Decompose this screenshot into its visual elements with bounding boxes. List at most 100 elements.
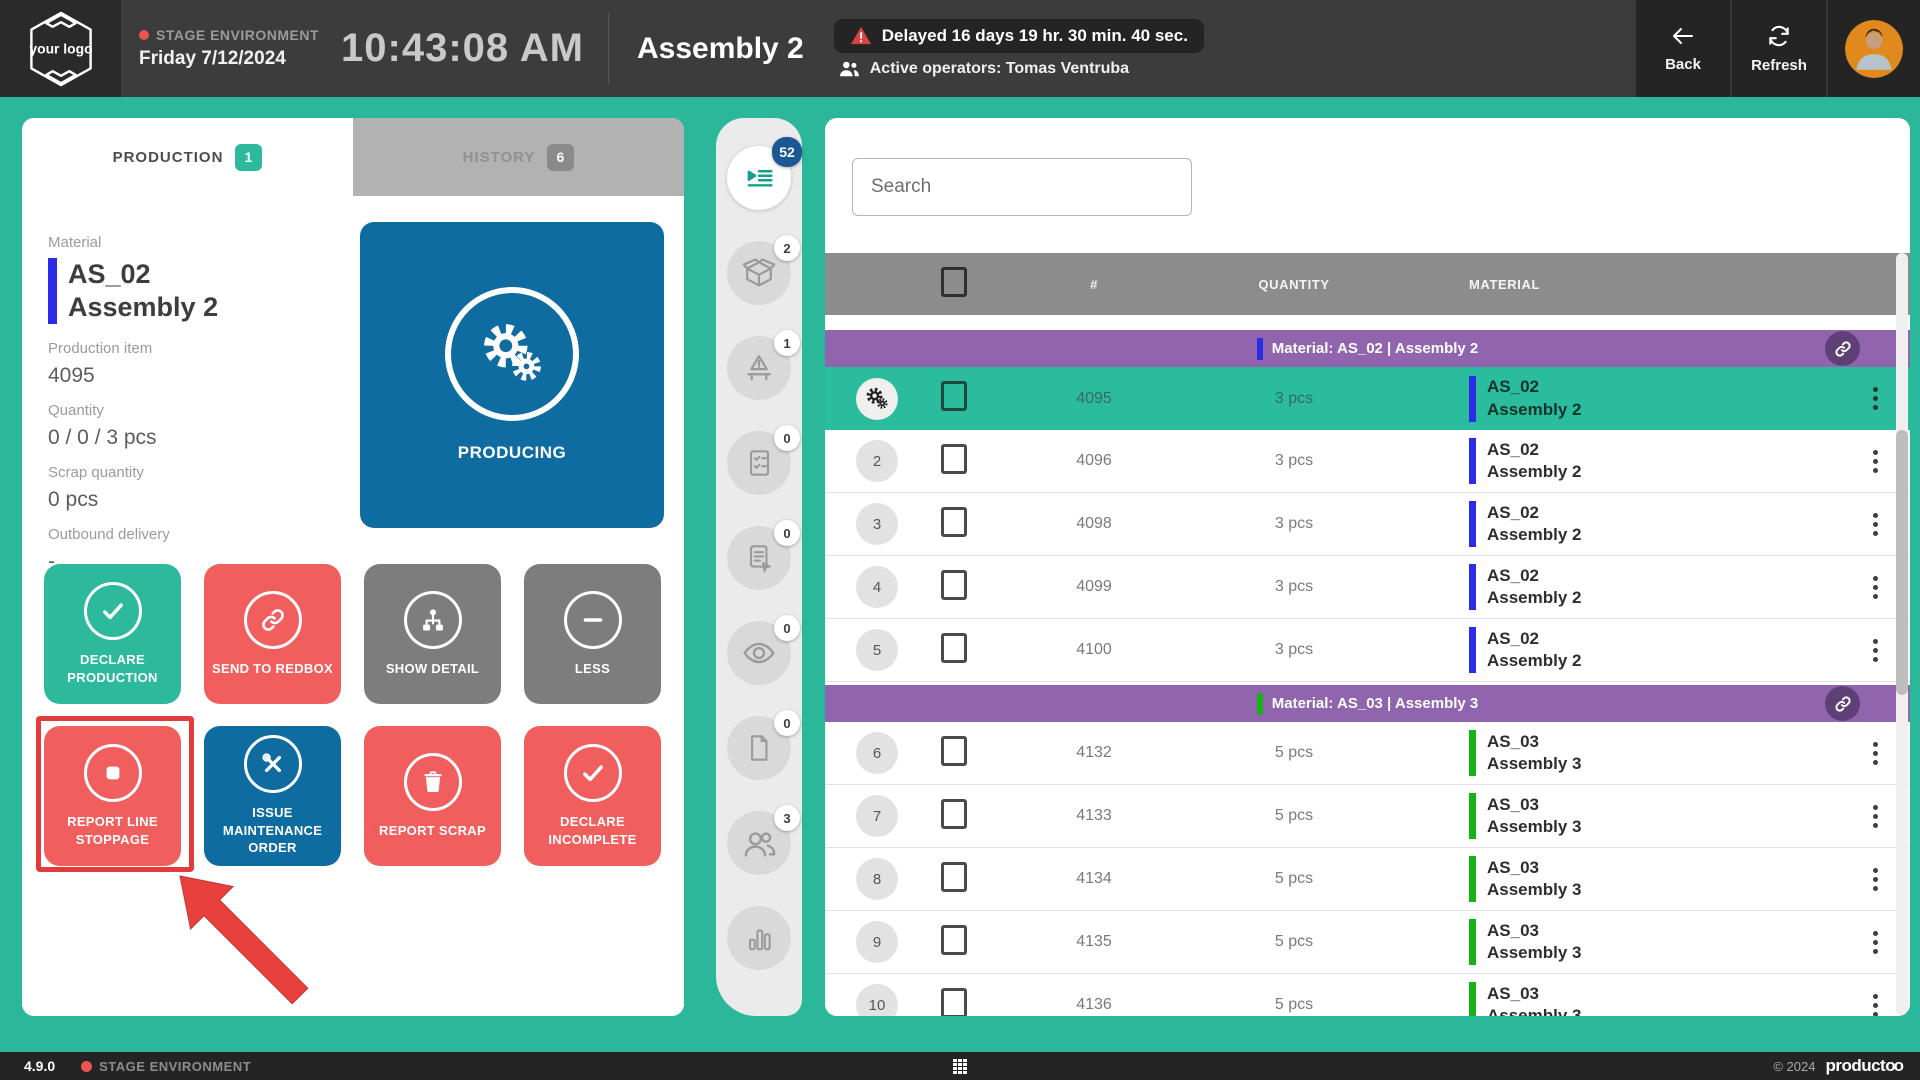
row-checkbox[interactable]: [941, 632, 967, 663]
rail-item-eye[interactable]: 0: [727, 615, 800, 685]
row-order-number: 4135: [1076, 933, 1112, 950]
checklist-icon: [742, 446, 776, 480]
orders-table-panel: # QUANTITY MATERIAL Material: AS_02 | As…: [825, 118, 1910, 1016]
row-menu-button[interactable]: [1840, 993, 1910, 1016]
row-checkbox[interactable]: [941, 798, 967, 829]
scrap-value: 0 pcs: [48, 487, 99, 511]
row-material: AS_02 Assembly 2: [1487, 628, 1582, 670]
action-button-label: DECLARE PRODUCTION: [67, 651, 158, 685]
row-order-number: 4134: [1076, 870, 1112, 887]
group-link-button[interactable]: [1825, 686, 1860, 721]
row-menu-button[interactable]: [1840, 867, 1910, 891]
action-button-label: SEND TO REDBOX: [212, 660, 333, 676]
row-menu-button[interactable]: [1840, 930, 1910, 954]
app-header: your logo STAGE ENVIRONMENT Friday 7/12/…: [0, 0, 1920, 97]
rail-badge: 0: [774, 710, 800, 736]
rail-item-stats[interactable]: [727, 906, 791, 970]
sitemap-icon: [403, 590, 462, 649]
tab-history[interactable]: HISTORY 6: [353, 118, 684, 196]
action-button-send-to-redbox[interactable]: SEND TO REDBOX: [204, 564, 341, 704]
row-order-number: 4096: [1076, 452, 1112, 469]
check-icon: [83, 581, 142, 640]
tab-history-label: HISTORY: [462, 148, 536, 166]
row-material-bar: [1469, 501, 1476, 547]
row-menu-button[interactable]: [1840, 512, 1910, 536]
table-row-4098[interactable]: 3 4098 3 pcs AS_02 Assembly 2: [825, 493, 1910, 556]
select-all-checkbox[interactable]: [941, 266, 967, 297]
row-checkbox[interactable]: [941, 987, 967, 1016]
rail-item-people[interactable]: 3: [727, 805, 800, 875]
back-button[interactable]: Back: [1634, 0, 1730, 97]
queue-icon: [741, 160, 777, 196]
table-row-4099[interactable]: 4 4099 3 pcs AS_02 Assembly 2: [825, 556, 1910, 619]
row-order-number: 4100: [1076, 641, 1112, 658]
rail-item-line-issue[interactable]: 1: [727, 330, 800, 400]
action-button-declare-incomplete[interactable]: DECLARE INCOMPLETE: [524, 726, 661, 866]
action-button-declare-production[interactable]: DECLARE PRODUCTION: [44, 564, 181, 704]
table-row-4134[interactable]: 8 4134 5 pcs AS_03 Assembly 3: [825, 848, 1910, 911]
row-checkbox[interactable]: [941, 861, 967, 892]
action-button-report-line-stoppage[interactable]: REPORT LINE STOPPAGE: [44, 726, 181, 866]
search-input[interactable]: [852, 158, 1192, 216]
action-button-less[interactable]: LESS: [524, 564, 661, 704]
trash-icon: [403, 752, 462, 811]
tab-history-badge: 6: [547, 143, 575, 171]
table-row-4095[interactable]: 4095 3 pcs AS_02 Assembly 2: [825, 367, 1910, 430]
row-material: AS_03 Assembly 3: [1487, 983, 1582, 1016]
operators-text: Active operators: Tomas Ventruba: [869, 60, 1130, 77]
production-item-label: Production item: [48, 339, 153, 357]
table-header: # QUANTITY MATERIAL: [825, 253, 1910, 315]
row-quantity: 5 pcs: [1274, 744, 1314, 761]
action-button-label: REPORT LINE STOPPAGE: [67, 813, 158, 847]
row-order-number: 4136: [1076, 996, 1112, 1013]
row-checkbox[interactable]: [941, 735, 967, 766]
row-checkbox[interactable]: [941, 924, 967, 955]
link-icon: [243, 590, 302, 649]
scrollbar-thumb[interactable]: [1896, 430, 1908, 695]
table-row-4135[interactable]: 9 4135 5 pcs AS_03 Assembly 3: [825, 911, 1910, 974]
material-name: Assembly 2: [68, 291, 219, 322]
row-checkbox[interactable]: [941, 569, 967, 600]
table-row-4100[interactable]: 5 4100 3 pcs AS_02 Assembly 2: [825, 619, 1910, 682]
row-menu-button[interactable]: [1840, 741, 1910, 765]
rail-item-box[interactable]: 2: [727, 235, 800, 305]
gears-icon: [445, 287, 579, 421]
action-button-show-detail[interactable]: SHOW DETAIL: [364, 564, 501, 704]
material-value: AS_02 Assembly 2: [48, 258, 348, 324]
warning-icon: [850, 26, 871, 45]
group-link-button[interactable]: [1825, 331, 1860, 366]
group-header-row: Material: AS_02 | Assembly 2: [825, 330, 1910, 367]
table-row-4132[interactable]: 6 4132 5 pcs AS_03 Assembly 3: [825, 722, 1910, 785]
rail-item-checklist[interactable]: 0: [727, 425, 800, 495]
table-row-4136[interactable]: 10 4136 5 pcs AS_03 Assembly 3: [825, 974, 1910, 1016]
footer-environment: STAGE ENVIRONMENT: [81, 1059, 251, 1074]
rail-item-queue[interactable]: 52: [727, 137, 802, 210]
rail-item-document-action[interactable]: 0: [727, 520, 800, 590]
row-checkbox[interactable]: [941, 506, 967, 537]
rail-item-document[interactable]: 0: [727, 710, 800, 780]
row-material-bar: [1469, 375, 1476, 422]
action-button-issue-maintenance-order[interactable]: ISSUE MAINTENANCE ORDER: [204, 726, 341, 866]
header-divider: [607, 12, 609, 85]
delay-text: Delayed 16 days 19 hr. 30 min. 40 sec.: [881, 26, 1188, 45]
copyright: © 2024: [1773, 1058, 1816, 1074]
table-row-4096[interactable]: 2 4096 3 pcs AS_02 Assembly 2: [825, 430, 1910, 493]
row-number: 9: [856, 921, 898, 963]
table-row-4133[interactable]: 7 4133 5 pcs AS_03 Assembly 3: [825, 785, 1910, 848]
action-button-report-scrap[interactable]: REPORT SCRAP: [364, 726, 501, 866]
row-menu-button[interactable]: [1840, 638, 1910, 662]
row-menu-button[interactable]: [1840, 449, 1910, 473]
row-checkbox[interactable]: [941, 381, 967, 411]
document-action-icon: [742, 541, 776, 575]
row-menu-button[interactable]: [1840, 804, 1910, 828]
refresh-button[interactable]: Refresh: [1730, 0, 1826, 97]
production-item-value: 4095: [48, 363, 95, 387]
row-checkbox[interactable]: [941, 443, 967, 474]
row-quantity: 3 pcs: [1274, 641, 1314, 658]
tab-production[interactable]: PRODUCTION 1: [22, 118, 353, 196]
apps-grid-icon[interactable]: [953, 1058, 967, 1074]
row-menu-button[interactable]: [1840, 387, 1910, 410]
user-avatar[interactable]: [1845, 19, 1903, 78]
producing-status-button[interactable]: PRODUCING: [360, 222, 664, 528]
row-menu-button[interactable]: [1840, 575, 1910, 599]
